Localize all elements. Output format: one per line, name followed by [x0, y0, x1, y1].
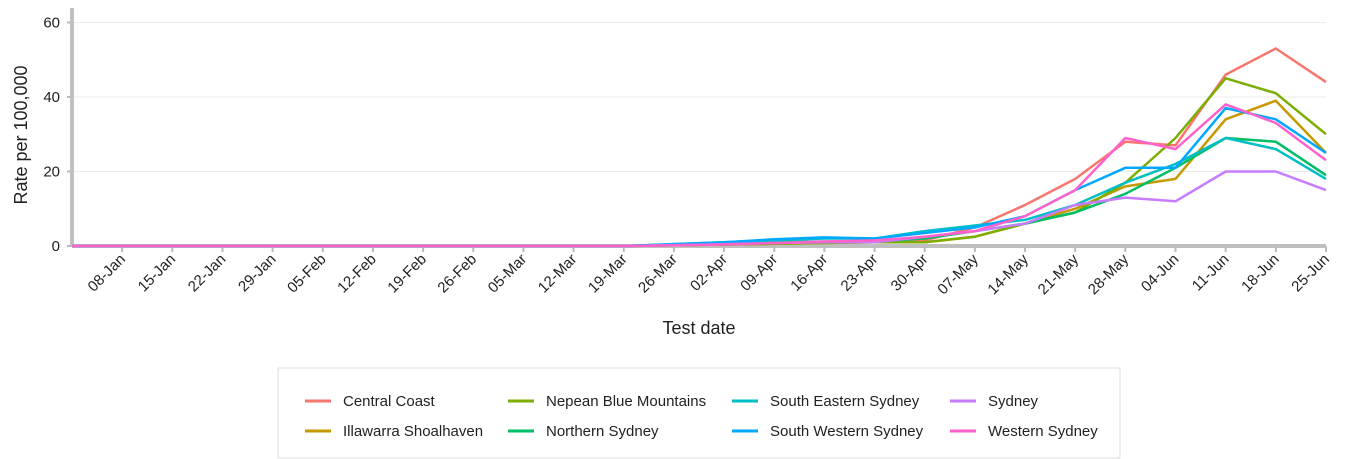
x-tick-label: 12-Mar — [535, 251, 581, 297]
legend-label: Sydney — [988, 393, 1039, 410]
x-tick-label: 29-Jan — [235, 251, 279, 295]
x-tick-label: 19-Mar — [585, 251, 631, 297]
x-tick-label: 22-Jan — [185, 251, 229, 295]
series-line — [72, 77, 1327, 248]
x-tick-label: 08-Jan — [85, 251, 129, 295]
x-tick-label: 09-Apr — [737, 251, 781, 295]
y-axis-title: Rate per 100,000 — [11, 65, 31, 204]
legend-label: South Eastern Sydney — [770, 393, 920, 410]
y-tick-label: 60 — [43, 14, 60, 31]
legend-label: Nepean Blue Mountains — [546, 393, 706, 410]
x-tick-label: 07-May — [934, 250, 982, 298]
legend-box — [277, 367, 1121, 459]
y-tick-label: 40 — [43, 89, 60, 106]
x-tick-label: 04-Jun — [1138, 251, 1182, 295]
x-tick-label: 23-Apr — [838, 251, 882, 295]
series-line — [72, 99, 1327, 248]
series-line — [72, 103, 1327, 248]
x-tick-label: 02-Apr — [687, 251, 731, 295]
legend-label: South Western Sydney — [770, 423, 924, 440]
x-tick-label: 28-May — [1085, 250, 1133, 298]
x-tick-label: 05-Feb — [284, 251, 330, 297]
series-line — [72, 136, 1327, 248]
legend-label: Central Coast — [343, 393, 436, 410]
x-tick-label: 16-Apr — [787, 251, 831, 295]
y-tick-label: 0 — [52, 238, 60, 255]
legend-label: Western Sydney — [988, 423, 1098, 440]
x-tick-label: 11-Jun — [1189, 251, 1233, 295]
series-line — [72, 136, 1327, 248]
series-line — [72, 47, 1327, 248]
x-tick-label: 26-Feb — [434, 251, 480, 297]
x-tick-label: 18-Jun — [1238, 251, 1282, 295]
legend-label: Northern Sydney — [546, 423, 659, 440]
x-tick-label: 30-Apr — [888, 251, 932, 295]
x-tick-label: 19-Feb — [384, 251, 430, 297]
x-axis-title: Test date — [662, 318, 735, 338]
x-tick-label: 21-May — [1035, 250, 1083, 298]
legend-label: Illawarra Shoalhaven — [343, 423, 483, 440]
x-tick-label: 25-Jun — [1288, 251, 1332, 295]
y-tick-label: 20 — [43, 163, 60, 180]
x-tick-label: 14-May — [984, 250, 1032, 298]
x-tick-label: 26-Mar — [635, 251, 681, 297]
x-tick-label: 12-Feb — [334, 251, 380, 297]
x-tick-label: 15-Jan — [135, 251, 179, 295]
series-line — [72, 170, 1327, 248]
x-tick-label: 05-Mar — [485, 251, 531, 297]
